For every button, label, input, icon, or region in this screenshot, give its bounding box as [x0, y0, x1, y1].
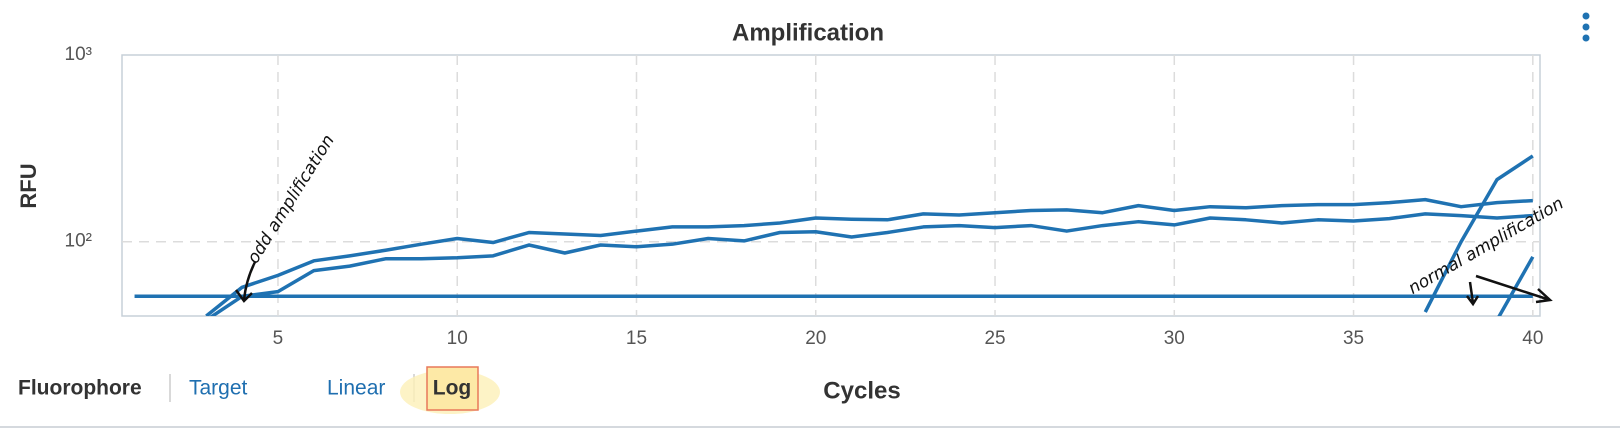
plot-frame	[121, 54, 1541, 317]
grid	[122, 55, 1540, 316]
lines	[134, 154, 1535, 316]
toolbar-label: Fluorophore	[18, 377, 142, 400]
data-line	[205, 197, 1533, 316]
x-tick-label: 35	[1343, 328, 1364, 349]
annotation-arrow	[234, 261, 257, 303]
y-axis-label: RFU	[16, 163, 41, 208]
annotation: normal amplification	[1405, 193, 1567, 298]
x-tick-label: 10	[447, 328, 468, 349]
scale-option[interactable]: Linear	[327, 377, 385, 400]
scale-option-selected[interactable]: Log	[433, 377, 471, 400]
data-line	[1423, 154, 1534, 313]
x-tick-label: 40	[1522, 328, 1543, 349]
tab[interactable]: Target	[189, 377, 248, 400]
annotation-arrow	[1466, 274, 1553, 307]
annotation: odd amplification	[244, 131, 339, 267]
y-tick-label: 10³	[65, 44, 92, 65]
x-axis-label: Cycles	[823, 377, 900, 404]
x-tick-label: 5	[273, 328, 284, 349]
x-tick-label: 25	[984, 328, 1005, 349]
x-tick-label: 15	[626, 328, 647, 349]
data-line	[209, 212, 1533, 316]
chart-title: Amplification	[732, 19, 884, 46]
x-tick-label: 20	[805, 328, 826, 349]
x-tick-label: 30	[1164, 328, 1185, 349]
menu-icon[interactable]	[1582, 12, 1590, 42]
toolbar: Fluorophore Target Linear Log	[18, 366, 500, 414]
y-tick-label: 10²	[65, 231, 92, 252]
